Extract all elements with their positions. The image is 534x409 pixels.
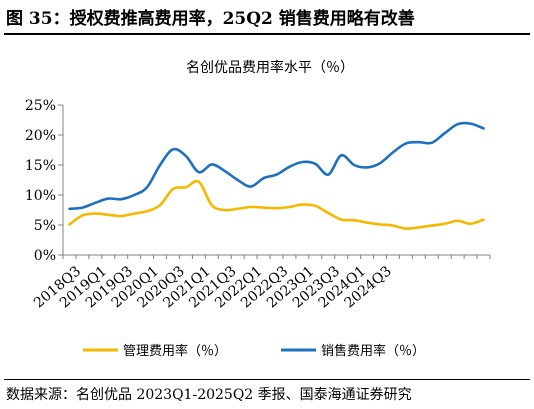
legend-label-sales: 销售费用率（％） <box>321 343 425 359</box>
y-axis: 0% 5% 10% 15% 20% 25% <box>25 98 64 264</box>
source-note: 数据来源：名创优品 2023Q1-2025Q2 季报、国泰海通证券研究 <box>6 387 412 403</box>
y-tick-label: 10% <box>25 188 56 204</box>
chart-title: 名创优品费用率水平（％） <box>186 59 354 76</box>
y-tick-label: 5% <box>34 218 56 234</box>
y-tick-label: 20% <box>25 128 56 144</box>
figure-title: 图 35：授权费推高费用率，25Q2 销售费用略有改善 <box>6 9 415 29</box>
source-rule <box>4 379 530 380</box>
plot-lines <box>68 121 485 230</box>
title-rule <box>4 33 530 35</box>
legend: 管理费用率（％） 销售费用率（％） <box>83 343 425 359</box>
series-line-sales <box>68 121 485 211</box>
y-tick-label: 25% <box>25 98 56 114</box>
y-tick-label: 15% <box>25 158 56 174</box>
x-axis: 2018Q32019Q12019Q32020Q12020Q32021Q12021… <box>31 254 491 311</box>
expense-ratio-chart: 名创优品费用率水平（％） 0% 5% 10% 15% 20% 25% 2018Q32019… <box>25 59 491 359</box>
y-tick-label: 0% <box>34 248 56 264</box>
legend-label-mgmt: 管理费用率（％） <box>123 343 227 359</box>
series-line-mgmt <box>68 179 485 230</box>
